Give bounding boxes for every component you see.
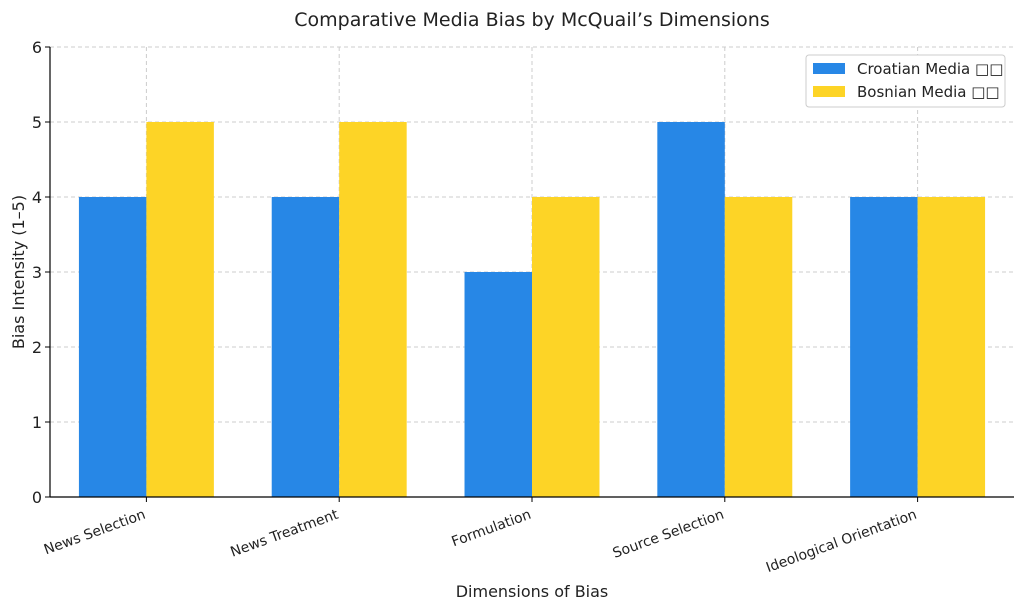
legend-swatch	[813, 86, 845, 97]
bar-bosnian	[724, 197, 793, 497]
x-tick-label: Source Selection	[611, 507, 726, 562]
y-tick-label: 3	[32, 263, 42, 282]
bar-bosnian	[532, 197, 600, 497]
bar-croatian	[464, 272, 532, 497]
bar-croatian	[271, 197, 340, 497]
chart-title: Comparative Media Bias by McQuail’s Dime…	[294, 9, 770, 31]
bar-croatian	[850, 197, 918, 497]
legend-label: Croatian Media □□	[857, 60, 1003, 78]
x-tick-label: Formulation	[449, 507, 533, 551]
x-axis-label: Dimensions of Bias	[456, 582, 609, 601]
x-tick-label: News Treatment	[228, 507, 341, 561]
y-tick-label: 0	[32, 488, 42, 507]
y-tick-label: 1	[32, 413, 42, 432]
y-tick-label: 2	[32, 338, 42, 357]
legend-swatch	[813, 63, 845, 74]
y-ticks: 0 1 2 3 4 5 6	[32, 38, 50, 507]
bar-croatian	[78, 197, 147, 497]
bar-bosnian	[146, 122, 214, 497]
x-tick-label: News Selection	[42, 507, 148, 559]
y-axis-label: Bias Intensity (1–5)	[9, 195, 28, 349]
y-tick-label: 6	[32, 38, 42, 57]
y-tick-label: 4	[32, 188, 42, 207]
y-tick-label: 5	[32, 113, 42, 132]
x-ticks: News Selection News Treatment Formulation S…	[42, 497, 919, 576]
x-tick-label: Ideological Orientation	[764, 507, 919, 576]
bar-bosnian	[917, 197, 986, 497]
legend-box	[805, 54, 1006, 108]
bars	[78, 122, 986, 497]
bar-bosnian	[339, 122, 407, 497]
legend-label: Bosnian Media □□	[857, 83, 1000, 101]
bar-croatian	[657, 122, 725, 497]
legend: Croatian Media □□ Bosnian Media □□	[805, 54, 1006, 108]
